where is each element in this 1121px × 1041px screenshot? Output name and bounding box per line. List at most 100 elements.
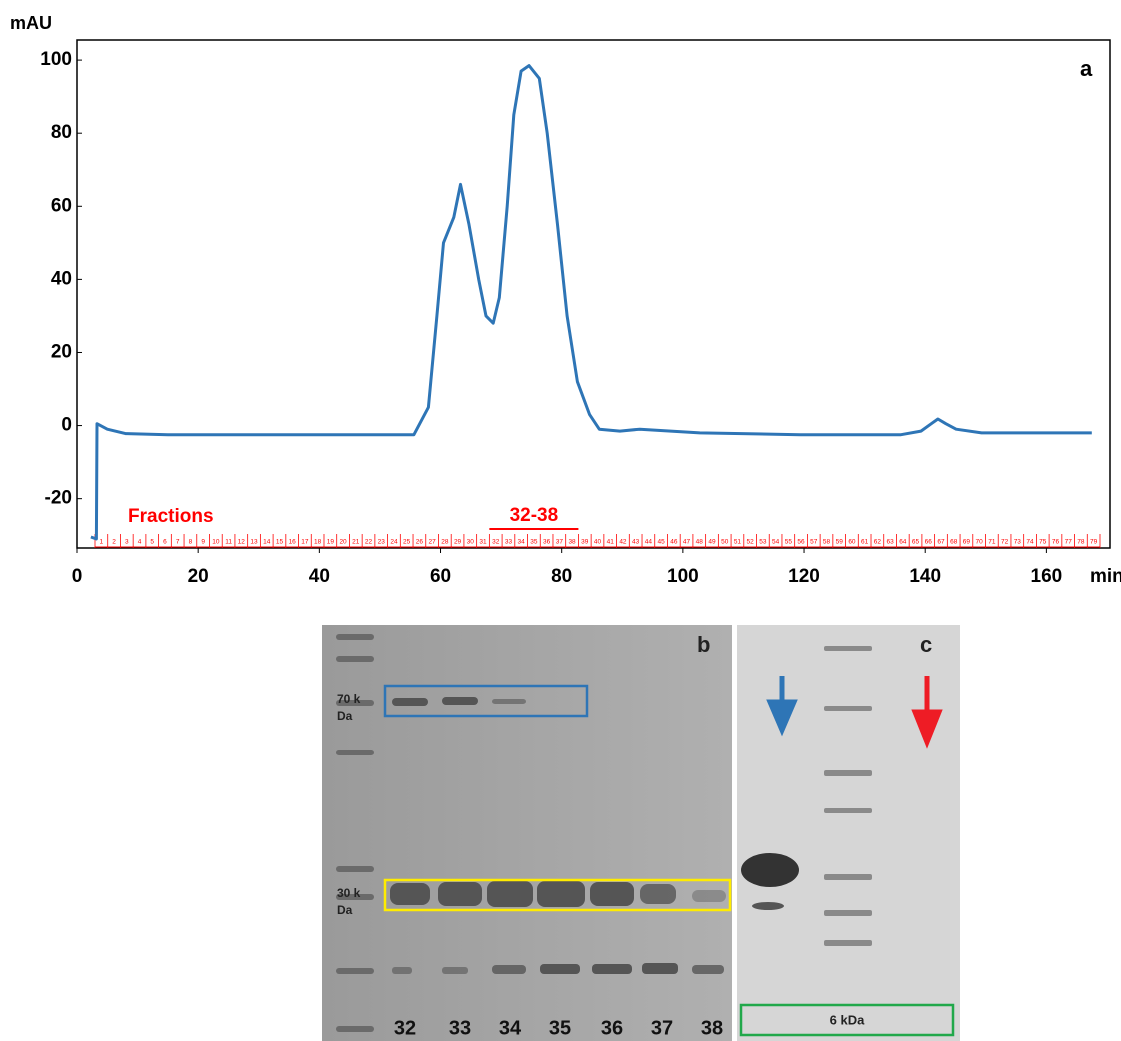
fraction-number: 38 [568, 539, 576, 546]
figure: mAU min a b [0, 0, 1121, 1041]
fraction-number: 42 [619, 539, 627, 546]
x-axis-label: min [1090, 566, 1121, 587]
fraction-number: 23 [378, 539, 386, 546]
fraction-number: 56 [797, 539, 805, 546]
fraction-number: 21 [352, 539, 360, 546]
fraction-number: 4 [138, 539, 142, 546]
x-tick-label: 160 [1031, 566, 1063, 587]
x-tick-label: 60 [430, 566, 451, 587]
fraction-number: 55 [785, 539, 793, 546]
y-tick-label: 40 [51, 268, 72, 289]
y-tick-label: 20 [51, 341, 72, 362]
fraction-number: 61 [861, 539, 869, 546]
fractions-label: Fractions [128, 506, 214, 527]
fraction-number: 13 [250, 539, 258, 546]
x-tick-label: 80 [551, 566, 572, 587]
fraction-number: 18 [314, 539, 322, 546]
y-tick-label: -20 [45, 488, 72, 509]
fraction-number: 9 [201, 539, 205, 546]
fraction-number: 69 [963, 539, 971, 546]
y-tick-label: 80 [51, 122, 72, 143]
fraction-number: 32 [492, 539, 500, 546]
y-tick-label: 0 [61, 415, 72, 436]
fraction-number: 64 [899, 539, 907, 546]
fraction-number: 50 [721, 539, 729, 546]
fraction-number: 51 [734, 539, 742, 546]
lane-label: 36 [601, 1017, 623, 1039]
fraction-number: 52 [747, 539, 755, 546]
fraction-number: 28 [441, 539, 449, 546]
fraction-number: 66 [925, 539, 933, 546]
fraction-number: 6 [163, 539, 167, 546]
fraction-number: 58 [823, 539, 831, 546]
fraction-number: 75 [1039, 539, 1047, 546]
fraction-number: 59 [836, 539, 844, 546]
fraction-number: 15 [276, 539, 284, 546]
gel-b: b [322, 625, 732, 1041]
fraction-number: 40 [594, 539, 602, 546]
fraction-number: 78 [1077, 539, 1085, 546]
fraction-number: 39 [581, 539, 589, 546]
fraction-number: 73 [1014, 539, 1022, 546]
y-tick-label: 60 [51, 195, 72, 216]
panel-label: c [920, 632, 932, 657]
marker-label: Da [337, 709, 353, 723]
fraction-number: 72 [1001, 539, 1009, 546]
fraction-number: 74 [1026, 539, 1034, 546]
fraction-highlight-label: 32-38 [510, 505, 559, 526]
x-tick-label: 100 [667, 566, 699, 587]
fraction-number: 16 [289, 539, 297, 546]
x-tick-label: 140 [909, 566, 941, 587]
x-tick-label: 40 [309, 566, 330, 587]
fraction-number: 12 [238, 539, 246, 546]
fraction-number: 67 [937, 539, 945, 546]
fraction-number: 48 [696, 539, 704, 546]
fraction-number: 45 [657, 539, 665, 546]
fraction-number: 25 [403, 539, 411, 546]
fraction-number: 8 [189, 539, 193, 546]
y-axis-label: mAU [10, 13, 52, 33]
fraction-number: 35 [530, 539, 538, 546]
y-tick-label: 100 [40, 49, 72, 70]
fraction-number: 26 [416, 539, 424, 546]
lane-label: 32 [394, 1017, 416, 1039]
fraction-number: 11 [225, 539, 232, 546]
fraction-number: 14 [263, 539, 271, 546]
gel-background [322, 625, 732, 1041]
fraction-number: 53 [759, 539, 767, 546]
panel-label: a [1080, 56, 1093, 81]
fraction-number: 63 [886, 539, 894, 546]
fraction-number: 37 [556, 539, 564, 546]
fraction-number: 36 [543, 539, 551, 546]
fraction-number: 1 [100, 539, 104, 546]
fraction-number: 30 [467, 539, 475, 546]
fraction-number: 3 [125, 539, 129, 546]
fraction-number: 2 [112, 539, 116, 546]
fraction-number: 62 [874, 539, 882, 546]
fraction-number: 29 [454, 539, 462, 546]
fraction-number: 71 [988, 539, 996, 546]
fraction-number: 47 [683, 539, 691, 546]
marker-label: Da [337, 903, 353, 917]
fraction-number: 79 [1090, 539, 1098, 546]
fraction-number: 7 [176, 539, 180, 546]
fraction-number: 22 [365, 539, 373, 546]
fraction-number: 31 [479, 539, 487, 546]
fraction-number: 19 [327, 539, 335, 546]
fraction-number: 70 [976, 539, 984, 546]
marker-label: 30 k [337, 886, 361, 900]
marker-label: 70 k [337, 692, 361, 706]
fraction-number: 76 [1052, 539, 1060, 546]
fraction-number: 49 [708, 539, 716, 546]
fraction-number: 77 [1065, 539, 1073, 546]
x-tick-label: 20 [188, 566, 209, 587]
fraction-number: 60 [848, 539, 856, 546]
box-label: 6 kDa [830, 1012, 865, 1027]
gel-c: 6 kDa c [737, 625, 960, 1041]
fraction-number: 10 [212, 539, 220, 546]
fraction-number: 24 [390, 539, 398, 546]
lane-label: 34 [499, 1017, 522, 1039]
band [752, 902, 784, 910]
x-tick-label: 120 [788, 566, 820, 587]
fraction-number: 34 [518, 539, 526, 546]
